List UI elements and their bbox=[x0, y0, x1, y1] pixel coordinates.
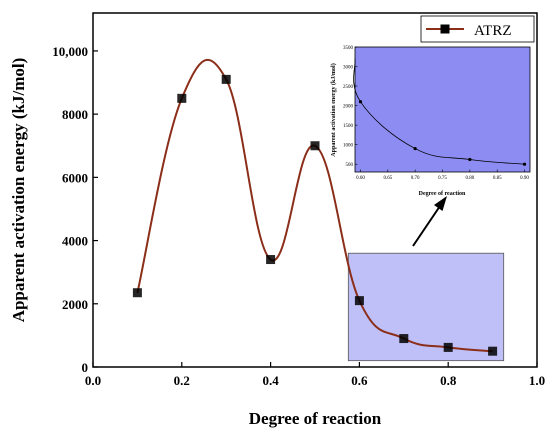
inset-data-point bbox=[358, 100, 363, 104]
y-tick-label: 6000 bbox=[62, 170, 88, 185]
inset-x-tick-label: 0.90 bbox=[520, 176, 529, 181]
y-tick-label: 2000 bbox=[62, 297, 88, 312]
y-tick-label: 10,000 bbox=[52, 44, 88, 59]
inset-x-tick-label: 0.75 bbox=[438, 176, 447, 181]
x-tick-label: 0.2 bbox=[174, 373, 190, 388]
inset-frame bbox=[354, 46, 531, 173]
data-point-marker bbox=[443, 342, 453, 352]
x-tick-label: 0.6 bbox=[351, 373, 368, 388]
inset-data-point bbox=[413, 146, 417, 151]
y-tick-label: 0 bbox=[82, 360, 89, 375]
inset-x-tick-label: 0.70 bbox=[411, 176, 420, 181]
inset-y-axis-ticks: 500 1000 1500 2000 2500 3000 3500 bbox=[343, 46, 358, 168]
x-tick-label: 0.8 bbox=[440, 373, 457, 388]
inset-x-axis-label: Degree of reaction bbox=[419, 191, 466, 197]
legend-label: ATRZ bbox=[474, 23, 512, 39]
zoom-arrow-shaft bbox=[412, 205, 441, 247]
inset-y-axis-label: Apparent activation energy (kJ/mol) bbox=[330, 63, 337, 156]
data-point-marker bbox=[221, 74, 231, 84]
x-axis-label: Degree of reaction bbox=[249, 409, 382, 428]
inset-y-tick-label: 3000 bbox=[343, 65, 354, 70]
data-point-marker bbox=[177, 93, 187, 103]
x-axis-ticks: 0.0 0.2 0.4 0.6 0.8 1.0 bbox=[85, 362, 545, 388]
inset-plot: 0.60 0.65 0.70 0.75 0.80 0.85 0.90 500 1000 1500… bbox=[330, 46, 531, 197]
inset-x-tick-label: 0.65 bbox=[383, 176, 392, 181]
inset-y-tick-label: 2500 bbox=[343, 85, 354, 90]
inset-y-tick-label: 1000 bbox=[343, 143, 354, 148]
highlight-box bbox=[347, 252, 505, 362]
inset-y-tick-label: 500 bbox=[346, 163, 354, 168]
data-point-marker bbox=[354, 296, 364, 306]
data-point-marker bbox=[399, 334, 409, 344]
y-tick-label: 4000 bbox=[62, 234, 88, 249]
zoom-arrow-head bbox=[434, 196, 447, 211]
plot-frame bbox=[92, 12, 538, 368]
legend: ATRZ bbox=[420, 15, 535, 43]
y-axis-ticks: 0 2000 4000 6000 8000 10,000 bbox=[52, 44, 98, 375]
inset-x-tick-label: 0.80 bbox=[465, 176, 474, 181]
y-tick-label: 8000 bbox=[62, 107, 88, 122]
x-tick-label: 1.0 bbox=[529, 373, 545, 388]
data-point-marker bbox=[132, 288, 142, 298]
inset-y-tick-label: 3500 bbox=[343, 46, 354, 51]
zoom-arrow bbox=[412, 196, 447, 247]
inset-data-point bbox=[468, 157, 472, 162]
x-tick-label: 0.4 bbox=[262, 373, 279, 388]
x-tick-label: 0.0 bbox=[85, 373, 101, 388]
legend-marker-swatch bbox=[440, 24, 450, 34]
data-point-marker bbox=[310, 141, 320, 151]
inset-data-point bbox=[522, 162, 527, 166]
inset-series-markers bbox=[358, 100, 527, 166]
inset-x-axis-ticks: 0.60 0.65 0.70 0.75 0.80 0.85 0.90 bbox=[356, 169, 529, 181]
data-point-marker bbox=[266, 255, 276, 265]
legend-box bbox=[420, 15, 535, 43]
inset-y-tick-label: 1500 bbox=[343, 124, 354, 129]
data-point-marker bbox=[488, 346, 498, 356]
inset-x-tick-label: 0.85 bbox=[493, 176, 502, 181]
y-axis-label: Apparent activation energy (kJ/mol) bbox=[9, 58, 28, 323]
inset-y-tick-label: 2000 bbox=[343, 104, 354, 109]
series-markers bbox=[132, 74, 498, 356]
inset-x-tick-label: 0.60 bbox=[356, 176, 365, 181]
